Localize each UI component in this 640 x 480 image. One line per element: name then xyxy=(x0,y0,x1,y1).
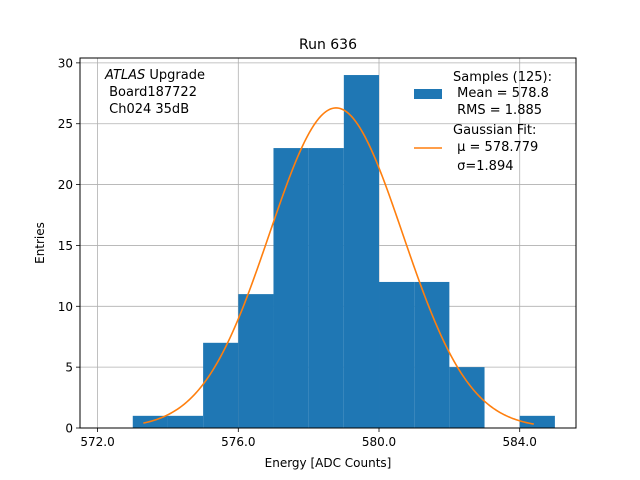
histogram-bar xyxy=(379,281,415,428)
y-tick-label: 0 xyxy=(65,422,73,436)
annotation-upgrade: Upgrade xyxy=(145,68,205,83)
y-tick-label: 10 xyxy=(58,300,73,314)
x-tick-label: 580.0 xyxy=(362,435,396,449)
gaussian-fit-layer xyxy=(143,107,534,425)
annotation-atlas-italic: ATLAS xyxy=(104,68,145,83)
histogram-bar xyxy=(519,415,555,428)
legend: Samples (125): Mean = 578.8 RMS = 1.885 … xyxy=(414,70,552,174)
y-tick-label: 5 xyxy=(65,361,73,375)
y-axis-label: Entries xyxy=(33,222,47,264)
histogram-bar xyxy=(449,367,485,428)
histogram-bar xyxy=(343,75,380,428)
legend-fit-line-2: μ = 578.779 xyxy=(453,140,538,155)
y-tick-label: 20 xyxy=(58,178,73,192)
histogram-bar xyxy=(308,148,344,428)
x-tick-label: 572.0 xyxy=(80,435,114,449)
gaussian-fit-curve xyxy=(143,107,534,425)
legend-histogram-swatch xyxy=(414,89,442,99)
annotation-line-2: Board187722 xyxy=(105,85,197,100)
x-tick-label: 584.0 xyxy=(503,435,537,449)
x-axis-label: Energy [ADC Counts] xyxy=(265,456,392,470)
histogram-bar xyxy=(167,415,204,428)
legend-histogram-line-3: RMS = 1.885 xyxy=(453,103,542,118)
plot-frame xyxy=(79,57,577,429)
x-tick-label: 576.0 xyxy=(221,435,255,449)
y-axis-ticks: 0 5 10 15 20 25 30 xyxy=(58,56,80,436)
y-tick-label: 30 xyxy=(58,56,73,70)
chart-title: Run 636 xyxy=(299,37,357,53)
annotation-line-1: ATLAS Upgrade xyxy=(104,68,205,83)
histogram-bar xyxy=(238,294,274,428)
histogram-bar xyxy=(414,281,450,428)
y-tick-label: 15 xyxy=(58,239,73,253)
legend-fit-line-3: σ=1.894 xyxy=(453,159,513,174)
histogram-bars xyxy=(132,75,555,428)
y-tick-label: 25 xyxy=(58,117,73,131)
legend-histogram-line-2: Mean = 578.8 xyxy=(453,86,549,101)
x-axis-ticks: 572.0 576.0 580.0 584.0 xyxy=(80,428,537,449)
atlas-annotation: ATLAS Upgrade Board187722 Ch024 35dB xyxy=(104,68,205,117)
legend-histogram-line-1: Samples (125): xyxy=(453,70,552,85)
legend-fit-line-1: Gaussian Fit: xyxy=(453,123,536,138)
annotation-line-3: Ch024 35dB xyxy=(105,102,189,117)
histogram-bar xyxy=(273,148,309,428)
